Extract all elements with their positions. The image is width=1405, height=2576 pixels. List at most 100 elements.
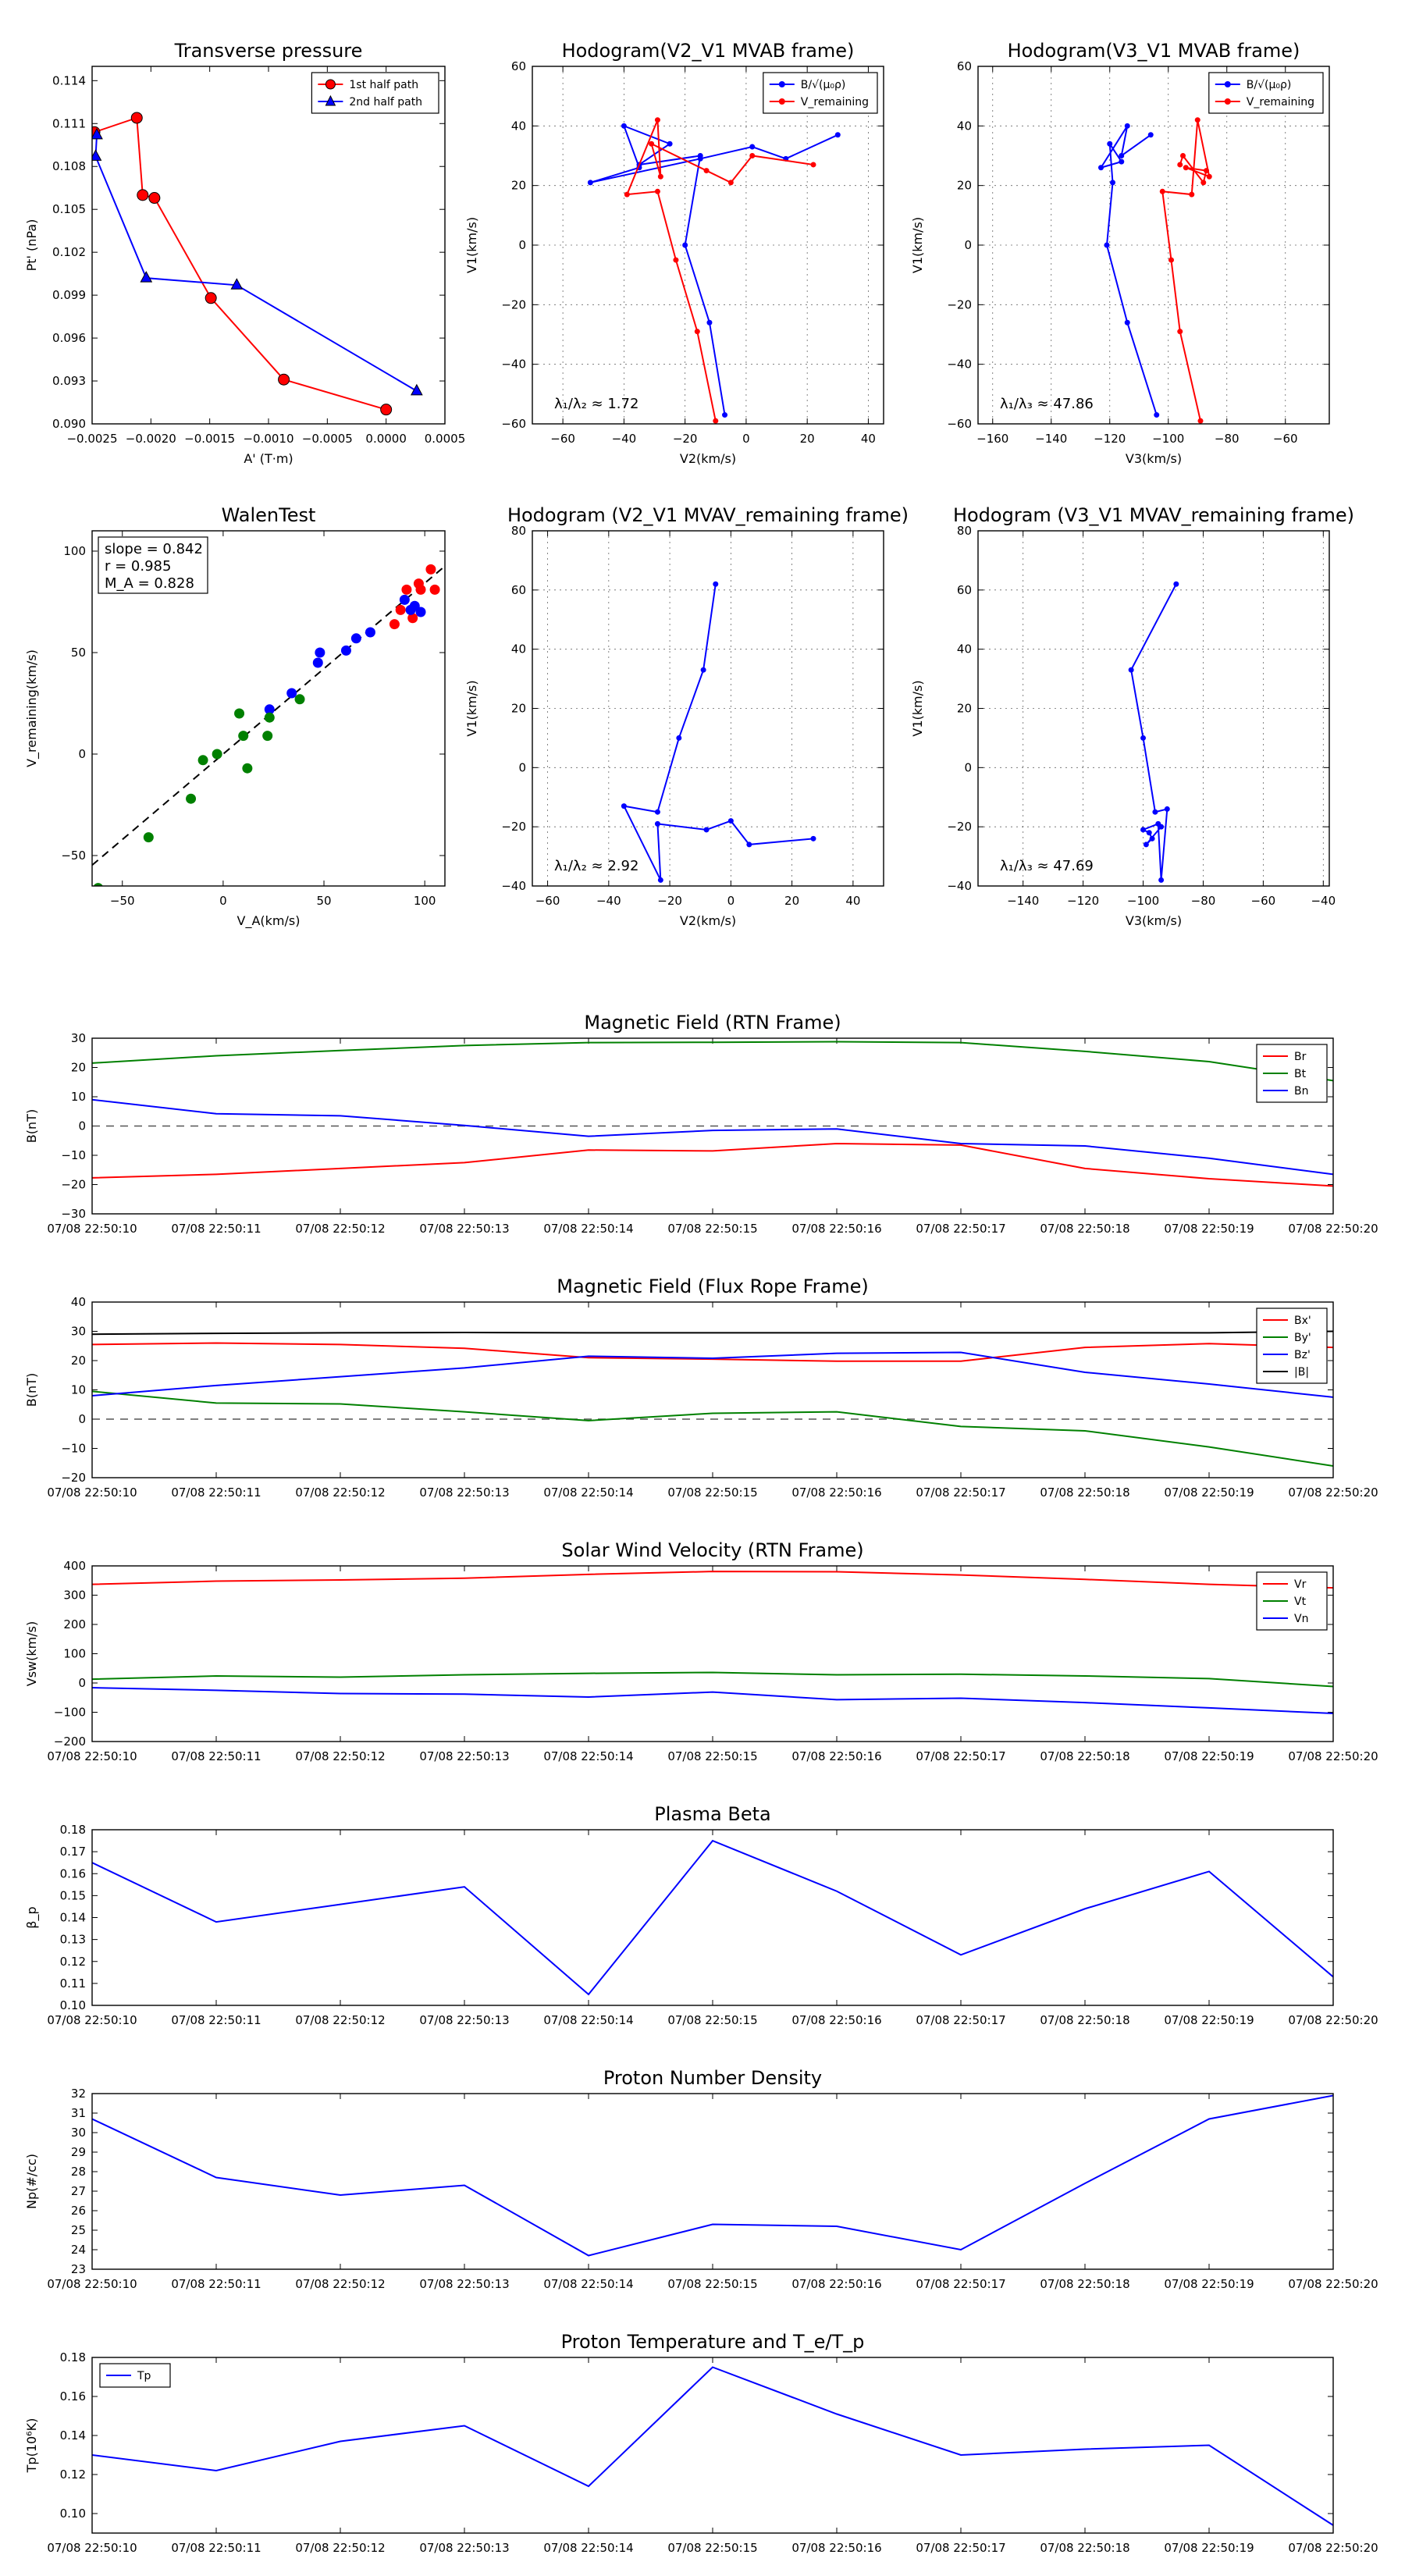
series-line [622,584,814,881]
legend-entry: V_remaining [1247,96,1314,109]
y-tick-label: 0.10 [60,2507,86,2521]
data-point [148,192,161,205]
eigen-ratio-annotation: λ₁/λ₂ ≈ 1.72 [554,396,638,412]
data-point [697,155,703,162]
chart-title: Magnetic Field (Flux Rope Frame) [557,1276,868,1297]
data-point [407,613,418,624]
y-tick-label: 20 [957,179,972,193]
x-tick-label: 07/08 22:50:18 [1040,1222,1129,1236]
x-tick-label: 07/08 22:50:10 [47,1222,137,1236]
legend-entry: V_remaining [801,96,869,109]
series-line [92,1687,1333,1714]
y-tick-label: 0.111 [52,116,86,130]
plot-frame [91,1829,1334,2006]
x-tick-label: 07/08 22:50:20 [1288,1222,1378,1236]
y-tick-label: 0.114 [52,73,86,87]
series-line [94,134,418,392]
y-axis-label: Np(#/cc) [24,2154,39,2209]
chart-tp: Transverse pressure 0.090 0.093 0.096 0.099 0… [24,40,465,466]
data-point [286,688,297,699]
x-tick-label: 07/08 22:50:20 [1288,2013,1378,2027]
data-point [1152,809,1158,815]
y-tick-label: −40 [947,879,972,893]
data-point [1194,117,1200,123]
legend-entry: By' [1294,1332,1311,1344]
y-tick-label: 0.093 [52,374,86,388]
y-tick-label: 25 [71,2223,86,2237]
x-tick-label: 0 [742,432,750,446]
y-tick-label: 0 [78,1412,86,1426]
data-point [1149,835,1155,841]
data-point [1110,180,1115,186]
y-tick-label: 0.10 [60,1998,86,2012]
chart-title: Solar Wind Velocity (RTN Frame) [561,1539,863,1561]
x-tick-label: 07/08 22:50:13 [419,2277,509,2291]
x-axis-label: V2(km/s) [680,451,736,466]
y-axis-label: V_remaining(km/s) [24,649,40,767]
chart-title: Proton Temperature and T_e/T_p [561,2331,865,2353]
data-point [727,818,734,824]
x-tick-label: 07/08 22:50:18 [1040,1749,1129,1763]
x-tick-label: 100 [414,894,436,908]
chart-title: Hodogram (V2_V1 MVAV_remaining frame) [507,504,909,526]
data-point [1119,158,1125,165]
data-point [389,619,400,630]
data-point [682,242,688,248]
data-point [1177,162,1183,168]
data-point [130,112,143,124]
legend-entry: B/√(μ₀ρ) [801,79,846,91]
data-point [411,383,423,396]
data-point [262,731,273,742]
x-tick-label: 20 [784,894,799,908]
x-tick-label: 07/08 22:50:14 [543,2013,633,2027]
x-tick-label: −80 [1215,432,1240,446]
y-tick-label: 100 [63,1647,86,1661]
stats-line: slope = 0.842 [105,541,203,557]
data-point [657,877,663,883]
plot-frame [91,2093,1334,2270]
y-tick-label: 20 [71,1061,86,1075]
series-line [92,1330,1333,1336]
data-point [713,418,719,424]
y-tick-label: 40 [511,119,526,133]
y-tick-label: 0 [518,238,526,252]
legend-entry: |B| [1294,1366,1309,1379]
data-point [1158,824,1165,830]
series-line [92,1098,1333,1176]
x-tick-label: 07/08 22:50:19 [1164,1749,1254,1763]
data-point [1107,141,1113,147]
x-tick-label: 07/08 22:50:17 [916,1749,1005,1763]
plot-area [92,1041,1333,1187]
plot-frame [91,530,446,887]
y-tick-label: 10 [71,1383,86,1397]
x-tick-label: 07/08 22:50:13 [419,2541,509,2555]
x-axis-label: A' (T·m) [244,451,293,466]
x-tick-label: 07/08 22:50:13 [419,1222,509,1236]
y-tick-label: −40 [501,358,526,372]
series-line [625,119,814,422]
legend-entry: Br [1294,1051,1307,1063]
plot-frame [91,1037,1334,1215]
plot-area [92,1571,1333,1714]
series-line [92,2366,1333,2526]
series-line [92,1571,1333,1589]
series-line [94,116,386,411]
y-tick-label: 60 [511,59,526,73]
y-tick-label: −20 [947,297,972,311]
y-tick-label: −20 [61,1178,86,1192]
plot-frame [977,66,1330,425]
x-tick-label: 07/08 22:50:16 [791,2013,881,2027]
x-tick-label: −100 [1152,432,1184,446]
chart-title: Hodogram (V3_V1 MVAV_remaining frame) [953,504,1354,526]
data-point [1128,667,1134,673]
plot-area [92,564,445,886]
y-tick-label: 0.102 [52,245,86,259]
y-tick-label: 40 [957,642,972,656]
x-tick-label: 07/08 22:50:15 [667,1485,757,1500]
x-tick-label: −100 [1127,894,1159,908]
plot-area [92,1839,1333,1996]
y-tick-label: 0 [964,238,972,252]
eigen-ratio-annotation: λ₁/λ₃ ≈ 47.69 [1000,858,1094,874]
plot-area [92,112,423,416]
legend-box [311,72,439,114]
